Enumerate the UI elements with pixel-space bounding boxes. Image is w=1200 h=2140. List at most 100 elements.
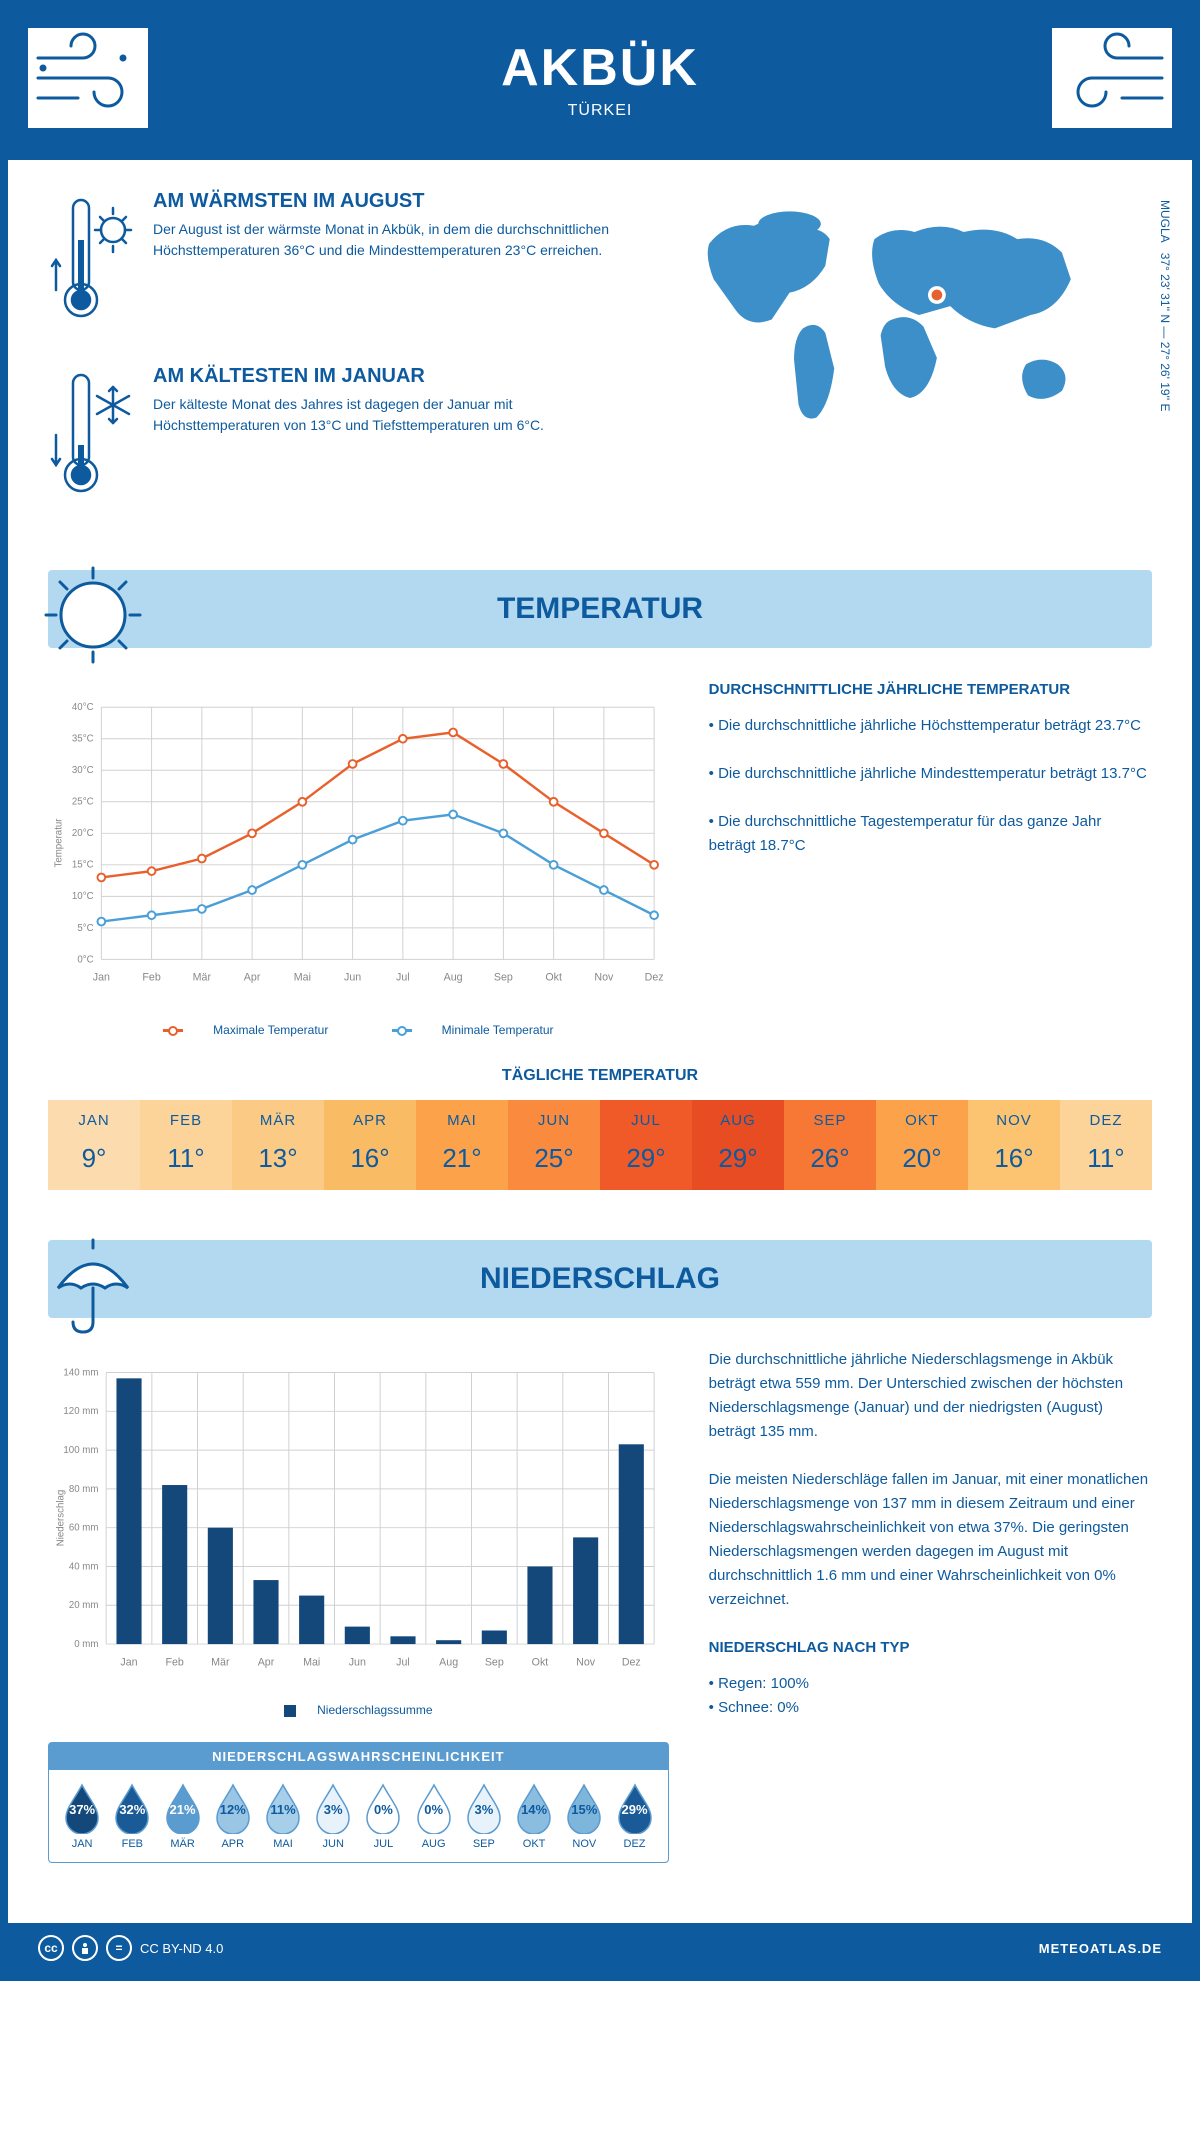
- warmest-text: Der August ist der wärmste Monat in Akbü…: [153, 219, 611, 261]
- site-name: METEOATLAS.DE: [1039, 1941, 1162, 1956]
- svg-text:Dez: Dez: [645, 972, 664, 984]
- daily-temp-cell: JAN9°: [48, 1100, 140, 1190]
- precipitation-bar-chart: 0 mm20 mm40 mm60 mm80 mm100 mm120 mm140 …: [48, 1348, 669, 1688]
- cc-icon: cc: [38, 1935, 64, 1961]
- svg-text:Mär: Mär: [193, 972, 212, 984]
- svg-text:Okt: Okt: [532, 1656, 549, 1668]
- wind-icon: [1052, 28, 1172, 128]
- svg-text:Sep: Sep: [494, 972, 513, 984]
- raindrop-icon: 37%: [61, 1782, 103, 1834]
- umbrella-icon: [38, 1230, 148, 1340]
- svg-text:Jul: Jul: [396, 1656, 410, 1668]
- svg-text:Jun: Jun: [349, 1656, 366, 1668]
- coordinates: MUGLA 37° 23' 31'' N — 27° 26' 19'' E: [1158, 200, 1172, 411]
- precip-prob-cell: 3% JUN: [308, 1782, 358, 1850]
- raindrop-icon: 15%: [563, 1782, 605, 1834]
- svg-text:35°C: 35°C: [72, 734, 94, 745]
- infographic-container: AKBÜK TÜRKEI AM WÄRMSTEN IM AUG: [0, 0, 1200, 1981]
- precip-prob-cell: 3% SEP: [459, 1782, 509, 1850]
- page-title: AKBÜK: [28, 38, 1172, 98]
- svg-text:5°C: 5°C: [77, 923, 93, 934]
- precip-prob-cell: 14% OKT: [509, 1782, 559, 1850]
- precip-prob-cell: 0% AUG: [409, 1782, 459, 1850]
- intro-section: AM WÄRMSTEN IM AUGUST Der August ist der…: [48, 190, 1152, 540]
- svg-text:Temperatur: Temperatur: [54, 818, 65, 868]
- precip-prob-cell: 37% JAN: [57, 1782, 107, 1850]
- raindrop-icon: 11%: [262, 1782, 304, 1834]
- svg-text:15°C: 15°C: [72, 860, 94, 871]
- raindrop-icon: 29%: [614, 1782, 656, 1834]
- precip-prob-cell: 21% MÄR: [157, 1782, 207, 1850]
- svg-text:20°C: 20°C: [72, 828, 94, 839]
- raindrop-icon: 0%: [413, 1782, 455, 1834]
- precip-prob-cell: 0% JUL: [358, 1782, 408, 1850]
- svg-text:40 mm: 40 mm: [69, 1561, 99, 1572]
- svg-text:Feb: Feb: [142, 972, 160, 984]
- license-icons: cc = CC BY-ND 4.0: [38, 1935, 223, 1961]
- precip-prob-cell: 15% NOV: [559, 1782, 609, 1850]
- by-icon: [72, 1935, 98, 1961]
- svg-text:Mai: Mai: [294, 972, 311, 984]
- svg-text:Mai: Mai: [303, 1656, 320, 1668]
- svg-text:Jun: Jun: [344, 972, 361, 984]
- svg-text:30°C: 30°C: [72, 765, 94, 776]
- content-area: AM WÄRMSTEN IM AUGUST Der August ist der…: [8, 160, 1192, 1923]
- svg-text:140 mm: 140 mm: [63, 1367, 98, 1378]
- svg-text:Jan: Jan: [120, 1656, 137, 1668]
- svg-text:Apr: Apr: [244, 972, 261, 984]
- svg-text:60 mm: 60 mm: [69, 1523, 99, 1534]
- raindrop-icon: 3%: [312, 1782, 354, 1834]
- svg-text:Jan: Jan: [93, 972, 110, 984]
- daily-temp-cell: JUN25°: [508, 1100, 600, 1190]
- svg-text:Jul: Jul: [396, 972, 410, 984]
- svg-text:100 mm: 100 mm: [63, 1445, 98, 1456]
- svg-text:10°C: 10°C: [72, 891, 94, 902]
- daily-temp-cell: FEB11°: [140, 1100, 232, 1190]
- raindrop-icon: 3%: [463, 1782, 505, 1834]
- raindrop-icon: 21%: [162, 1782, 204, 1834]
- temp-legend: Maximale Temperatur Minimale Temperatur: [48, 1023, 669, 1037]
- svg-text:120 mm: 120 mm: [63, 1406, 98, 1417]
- precip-prob-cell: 29% DEZ: [609, 1782, 659, 1850]
- daily-temp-cell: MAI21°: [416, 1100, 508, 1190]
- raindrop-icon: 32%: [111, 1782, 153, 1834]
- thermometer-cold-icon: [48, 365, 138, 510]
- svg-text:Niederschlag: Niederschlag: [56, 1490, 67, 1547]
- temperature-chart-row: 0°C 5°C 10°C 15°C 20°C 25°C 30°C 35°C 40°C Jan Feb…: [48, 678, 1152, 1037]
- warmest-title: AM WÄRMSTEN IM AUGUST: [153, 190, 611, 213]
- precip-prob-cell: 11% MAI: [258, 1782, 308, 1850]
- daily-temp-title: TÄGLICHE TEMPERATUR: [48, 1067, 1152, 1085]
- precipitation-banner: NIEDERSCHLAG: [48, 1240, 1152, 1318]
- precip-prob-cell: 12% APR: [208, 1782, 258, 1850]
- temperature-line-chart: 0°C 5°C 10°C 15°C 20°C 25°C 30°C 35°C 40°C Jan Feb…: [48, 678, 669, 1008]
- coldest-title: AM KÄLTESTEN IM JANUAR: [153, 365, 611, 388]
- raindrop-icon: 12%: [212, 1782, 254, 1834]
- precipitation-chart-row: 0 mm20 mm40 mm60 mm80 mm100 mm120 mm140 …: [48, 1348, 1152, 1863]
- svg-text:25°C: 25°C: [72, 797, 94, 808]
- svg-text:40°C: 40°C: [72, 702, 94, 713]
- svg-text:Aug: Aug: [439, 1656, 458, 1668]
- svg-text:0°C: 0°C: [77, 954, 93, 965]
- svg-text:Mär: Mär: [211, 1656, 230, 1668]
- daily-temp-grid: JAN9°FEB11°MÄR13°APR16°MAI21°JUN25°JUL29…: [48, 1100, 1152, 1190]
- coldest-fact: AM KÄLTESTEN IM JANUAR Der kälteste Mona…: [48, 365, 611, 510]
- sun-icon: [38, 560, 148, 670]
- daily-temp-cell: AUG29°: [692, 1100, 784, 1190]
- precip-probability-box: NIEDERSCHLAGSWAHRSCHEINLICHKEIT 37% JAN …: [48, 1742, 669, 1863]
- license-text: CC BY-ND 4.0: [140, 1941, 223, 1956]
- svg-text:Okt: Okt: [545, 972, 562, 984]
- svg-text:20 mm: 20 mm: [69, 1600, 99, 1611]
- coldest-text: Der kälteste Monat des Jahres ist dagege…: [153, 394, 611, 436]
- daily-temp-cell: SEP26°: [784, 1100, 876, 1190]
- world-map: [641, 190, 1152, 440]
- precip-prob-cell: 32% FEB: [107, 1782, 157, 1850]
- svg-text:Dez: Dez: [622, 1656, 641, 1668]
- wind-icon: [28, 28, 148, 128]
- raindrop-icon: 0%: [362, 1782, 404, 1834]
- svg-text:Feb: Feb: [165, 1656, 183, 1668]
- daily-temp-cell: DEZ11°: [1060, 1100, 1152, 1190]
- svg-text:Nov: Nov: [576, 1656, 596, 1668]
- svg-text:0 mm: 0 mm: [74, 1639, 98, 1650]
- precip-prob-title: NIEDERSCHLAGSWAHRSCHEINLICHKEIT: [49, 1743, 668, 1770]
- precipitation-summary: Die durchschnittliche jährliche Niedersc…: [709, 1348, 1152, 1863]
